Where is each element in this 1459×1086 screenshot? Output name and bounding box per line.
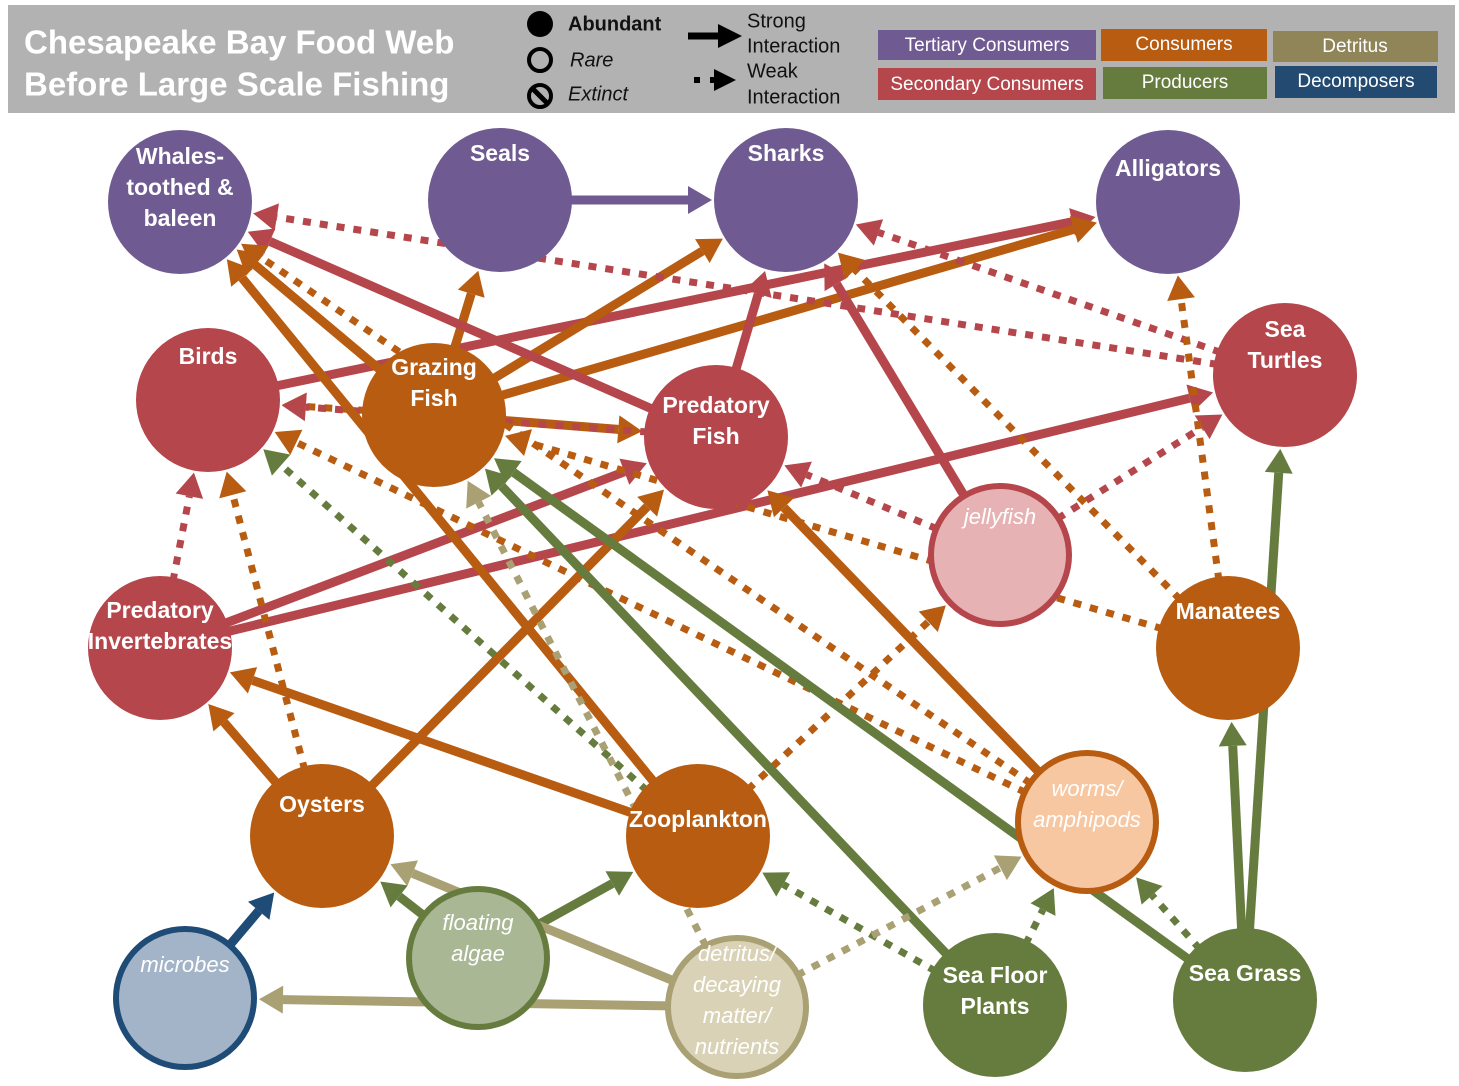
interaction-line xyxy=(735,294,758,372)
legend-label: Rare xyxy=(570,49,613,71)
node-label: detritus/ xyxy=(698,941,778,966)
arrowhead xyxy=(275,430,303,455)
node-label: floating xyxy=(443,910,515,935)
node-label: Fish xyxy=(692,423,739,449)
title: Before Large Scale Fishing xyxy=(24,66,449,103)
node xyxy=(116,929,254,1067)
legend-label: Extinct xyxy=(568,83,629,105)
group-label: Secondary Consumers xyxy=(890,74,1083,95)
legend-label: Interaction xyxy=(747,86,840,108)
node-label: decaying xyxy=(693,972,782,997)
interaction-line xyxy=(281,465,647,791)
interaction-line xyxy=(233,495,305,770)
node xyxy=(1096,130,1240,274)
abundant-icon xyxy=(527,11,553,37)
interaction-line xyxy=(1057,427,1202,518)
node-label: Sharks xyxy=(748,140,825,166)
arrowhead xyxy=(259,986,283,1014)
legend-label: Strong xyxy=(747,10,806,32)
arrowhead xyxy=(1265,449,1293,474)
group-label: Producers xyxy=(1142,72,1229,93)
node-label: Grazing xyxy=(391,354,477,380)
arrowhead xyxy=(1136,877,1162,904)
arrowhead xyxy=(505,429,532,456)
node-label: Sea xyxy=(1265,316,1306,342)
node-label: Zooplankton xyxy=(629,806,767,832)
node-label: Birds xyxy=(179,343,238,369)
node-label: baleen xyxy=(144,205,217,231)
node-label: Sea Grass xyxy=(1189,960,1302,986)
interaction-line xyxy=(783,884,936,971)
group-label: Decomposers xyxy=(1297,71,1414,92)
arrowhead xyxy=(282,393,307,421)
node xyxy=(1173,928,1317,1072)
interaction-line xyxy=(224,722,278,784)
header: Chesapeake Bay Food Web Before Large Sca… xyxy=(8,5,1455,113)
arrowhead xyxy=(1219,722,1247,747)
node-label: Whales- xyxy=(136,143,224,169)
legend-label: Interaction xyxy=(747,35,840,57)
node xyxy=(626,764,770,908)
arrowhead xyxy=(176,473,203,499)
interaction-line xyxy=(537,884,612,925)
interaction-line xyxy=(1026,910,1043,945)
group-label: Consumers xyxy=(1135,34,1232,55)
node-label: nutrients xyxy=(695,1034,779,1059)
arrowhead xyxy=(253,203,279,231)
node-label: Manatees xyxy=(1176,598,1281,624)
node-label: jellyfish xyxy=(961,504,1036,529)
node-label: worms/ xyxy=(1052,776,1125,801)
node-label: Predatory xyxy=(106,597,214,623)
node-label: toothed & xyxy=(126,174,233,200)
arrowhead xyxy=(688,186,712,214)
interaction-line xyxy=(229,911,259,946)
node-label: amphipods xyxy=(1033,807,1141,832)
node-label: matter/ xyxy=(703,1003,773,1028)
arrowhead xyxy=(1070,216,1097,243)
legend-label: Abundant xyxy=(568,13,662,35)
group-label: Tertiary Consumers xyxy=(905,35,1070,56)
node-label: Invertebrates xyxy=(88,628,232,654)
node-label: Fish xyxy=(410,385,457,411)
title: Chesapeake Bay Food Web xyxy=(24,24,454,61)
interaction-line xyxy=(492,251,702,379)
interaction-line xyxy=(399,896,424,916)
node-label: Oysters xyxy=(279,791,365,817)
food-web: Whales-toothed & baleen Seals Sharks Alligat… xyxy=(0,0,1459,1086)
node-label: algae xyxy=(451,941,505,966)
legend-label: Weak xyxy=(747,60,799,82)
interaction-line xyxy=(1233,746,1242,932)
node-label: Predatory xyxy=(662,392,770,418)
group-label: Detritus xyxy=(1322,36,1387,57)
node-label: Alligators xyxy=(1115,155,1221,181)
node-label: Plants xyxy=(960,993,1029,1019)
node-label: microbes xyxy=(140,952,229,977)
node-label: Turtles xyxy=(1248,347,1323,373)
node-label: Sea Floor xyxy=(943,962,1048,988)
arrowhead xyxy=(1167,275,1195,301)
node-label: Seals xyxy=(470,140,530,166)
arrowhead xyxy=(219,472,246,499)
node xyxy=(250,764,394,908)
interaction-line xyxy=(1181,299,1219,580)
interaction-line xyxy=(173,496,189,581)
